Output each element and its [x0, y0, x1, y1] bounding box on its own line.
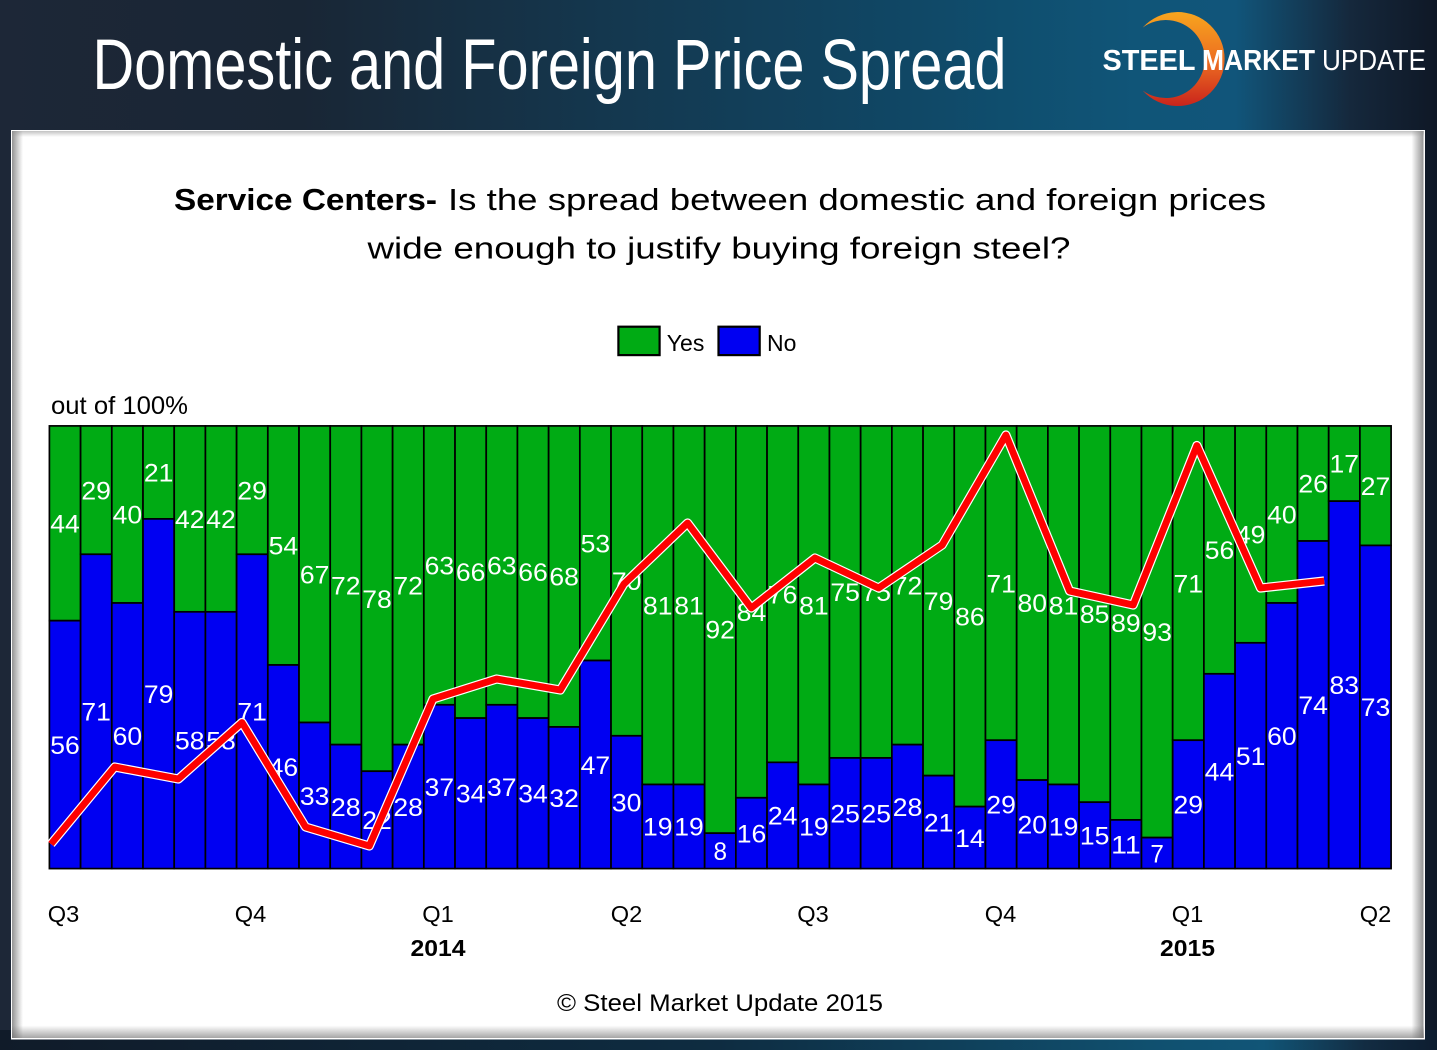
svg-text:28: 28 [393, 794, 423, 822]
svg-text:© Steel Market Update 2015: © Steel Market Update 2015 [557, 990, 883, 1017]
svg-text:19: 19 [1049, 814, 1079, 842]
svg-text:2015: 2015 [1160, 935, 1215, 961]
svg-text:40: 40 [113, 502, 143, 530]
svg-text:73: 73 [1361, 694, 1391, 722]
svg-text:Q4: Q4 [235, 901, 267, 927]
svg-text:37: 37 [425, 774, 455, 802]
svg-text:28: 28 [331, 794, 361, 822]
svg-text:60: 60 [1267, 723, 1297, 751]
svg-text:wide enough to justify buying: wide enough to justify buying foreign st… [366, 231, 1070, 266]
svg-text:Q1: Q1 [422, 901, 454, 927]
svg-text:19: 19 [643, 814, 673, 842]
svg-text:Q3: Q3 [48, 901, 80, 927]
svg-text:81: 81 [674, 592, 704, 620]
svg-text:11: 11 [1111, 832, 1141, 860]
svg-text:34: 34 [518, 781, 548, 809]
svg-text:7: 7 [1150, 840, 1164, 868]
svg-text:29: 29 [986, 792, 1016, 820]
svg-text:67: 67 [300, 561, 330, 589]
svg-text:30: 30 [612, 789, 642, 817]
svg-text:81: 81 [643, 592, 673, 620]
svg-text:29: 29 [237, 477, 267, 505]
svg-text:Yes: Yes [667, 330, 705, 356]
svg-text:21: 21 [144, 460, 174, 488]
svg-text:27: 27 [1361, 473, 1391, 501]
svg-text:56: 56 [50, 732, 80, 760]
svg-text:29: 29 [1174, 792, 1204, 820]
svg-text:25: 25 [862, 801, 892, 829]
svg-text:19: 19 [799, 814, 829, 842]
svg-text:74: 74 [1298, 692, 1328, 720]
svg-text:42: 42 [206, 506, 236, 534]
svg-text:80: 80 [1018, 590, 1048, 618]
svg-text:79: 79 [924, 588, 954, 616]
svg-text:72: 72 [331, 573, 361, 601]
svg-text:72: 72 [393, 573, 423, 601]
svg-text:63: 63 [425, 553, 455, 581]
svg-text:Domestic and Foreign Price Spr: Domestic and Foreign Price Spread [93, 26, 1007, 105]
svg-text:21: 21 [924, 809, 954, 837]
svg-text:29: 29 [81, 477, 111, 505]
svg-text:60: 60 [113, 723, 143, 751]
svg-text:MARKET: MARKET [1202, 45, 1315, 77]
svg-text:81: 81 [1049, 592, 1079, 620]
svg-text:71: 71 [986, 570, 1016, 598]
svg-text:66: 66 [518, 559, 548, 587]
svg-text:83: 83 [1330, 672, 1360, 700]
svg-text:56: 56 [1205, 537, 1235, 565]
svg-text:32: 32 [549, 785, 579, 813]
svg-text:75: 75 [830, 579, 860, 607]
svg-text:No: No [767, 330, 796, 356]
svg-text:40: 40 [1267, 502, 1297, 530]
svg-text:42: 42 [175, 506, 205, 534]
svg-text:out of 100%: out of 100% [51, 392, 188, 420]
svg-text:63: 63 [487, 553, 517, 581]
svg-text:2014: 2014 [411, 935, 466, 961]
svg-text:44: 44 [50, 511, 80, 539]
svg-text:Q3: Q3 [797, 901, 829, 927]
svg-text:Service Centers-: Service Centers- [174, 182, 437, 217]
svg-text:53: 53 [581, 530, 611, 558]
svg-text:81: 81 [799, 592, 829, 620]
svg-text:16: 16 [737, 820, 767, 848]
svg-text:54: 54 [269, 533, 299, 561]
svg-text:66: 66 [456, 559, 486, 587]
svg-text:28: 28 [893, 794, 923, 822]
svg-text:79: 79 [144, 681, 174, 709]
svg-text:Q2: Q2 [611, 901, 643, 927]
svg-text:71: 71 [1174, 570, 1204, 598]
svg-text:71: 71 [81, 699, 111, 727]
svg-text:51: 51 [1236, 743, 1266, 771]
svg-text:68: 68 [549, 564, 579, 592]
svg-text:Is the spread between domestic: Is the spread between domestic and forei… [448, 182, 1266, 217]
svg-text:58: 58 [175, 727, 205, 755]
svg-text:93: 93 [1142, 619, 1172, 647]
svg-text:UPDATE: UPDATE [1322, 45, 1426, 77]
svg-text:24: 24 [768, 803, 798, 831]
svg-text:89: 89 [1111, 610, 1141, 638]
svg-text:34: 34 [456, 781, 486, 809]
svg-text:25: 25 [830, 801, 860, 829]
svg-text:33: 33 [300, 783, 330, 811]
svg-text:STEEL: STEEL [1103, 45, 1196, 77]
svg-text:92: 92 [705, 617, 735, 645]
svg-text:26: 26 [1298, 471, 1328, 499]
svg-text:44: 44 [1205, 758, 1235, 786]
svg-text:37: 37 [487, 774, 517, 802]
svg-text:20: 20 [1018, 812, 1048, 840]
svg-text:85: 85 [1080, 601, 1110, 629]
svg-text:Q4: Q4 [985, 901, 1017, 927]
svg-text:Q1: Q1 [1172, 901, 1204, 927]
svg-text:14: 14 [955, 825, 985, 853]
svg-text:86: 86 [955, 604, 985, 632]
svg-text:78: 78 [362, 586, 392, 614]
svg-text:8: 8 [713, 838, 727, 866]
svg-text:15: 15 [1080, 823, 1110, 851]
svg-text:Q2: Q2 [1360, 901, 1392, 927]
svg-text:17: 17 [1330, 451, 1360, 479]
svg-text:47: 47 [581, 752, 611, 780]
svg-text:19: 19 [674, 814, 704, 842]
